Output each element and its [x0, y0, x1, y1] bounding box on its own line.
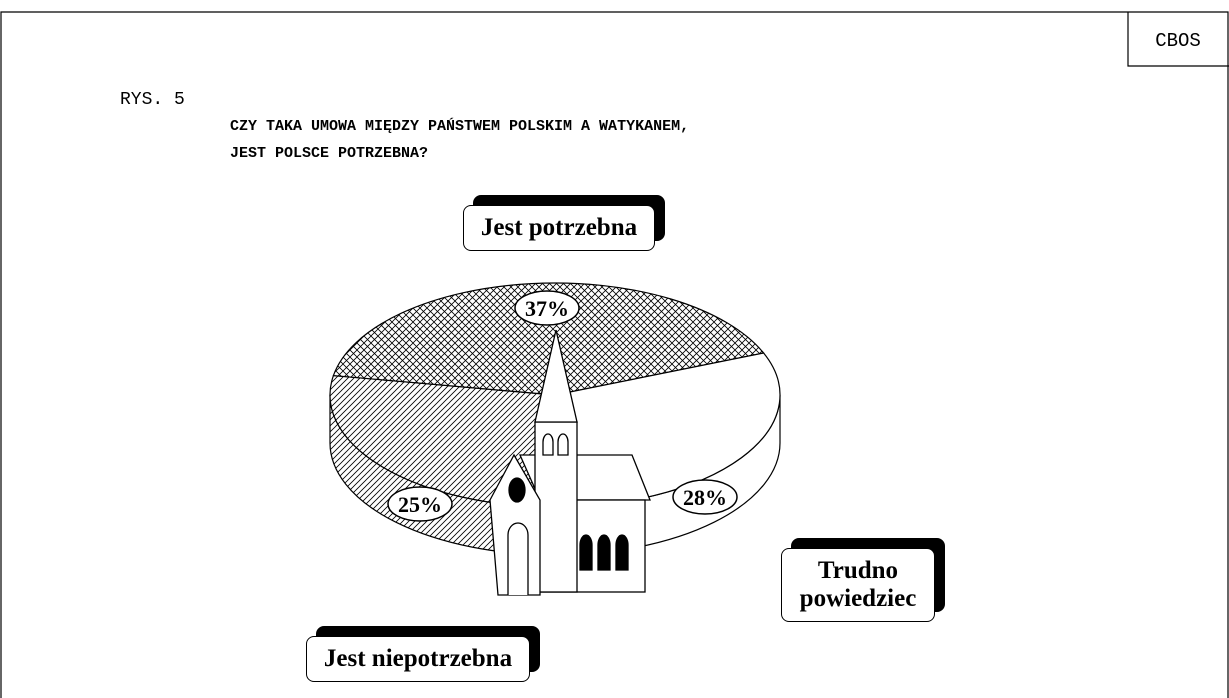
chart: CBOS RYS. 5 CZY TAKA UMOWA MIĘDZY PAŃSTW… [0, 0, 1229, 698]
category-label: Jest potrzebna [463, 205, 655, 251]
chart-subtitle: JEST POLSCE POTRZEBNA? [230, 145, 428, 162]
page: CBOS RYS. 5 CZY TAKA UMOWA MIĘDZY PAŃSTW… [0, 0, 1229, 698]
category-label: Trudno powiedziec [781, 548, 935, 622]
value-label: 28% [683, 485, 727, 510]
chart-title: CZY TAKA UMOWA MIĘDZY PAŃSTWEM POLSKIM A… [230, 117, 689, 135]
figure-label: RYS. 5 [120, 90, 185, 110]
category-label: Jest niepotrzebna [306, 636, 530, 682]
source: CBOS [1155, 30, 1201, 52]
value-label: 37% [525, 296, 569, 321]
value-label: 25% [398, 492, 442, 517]
